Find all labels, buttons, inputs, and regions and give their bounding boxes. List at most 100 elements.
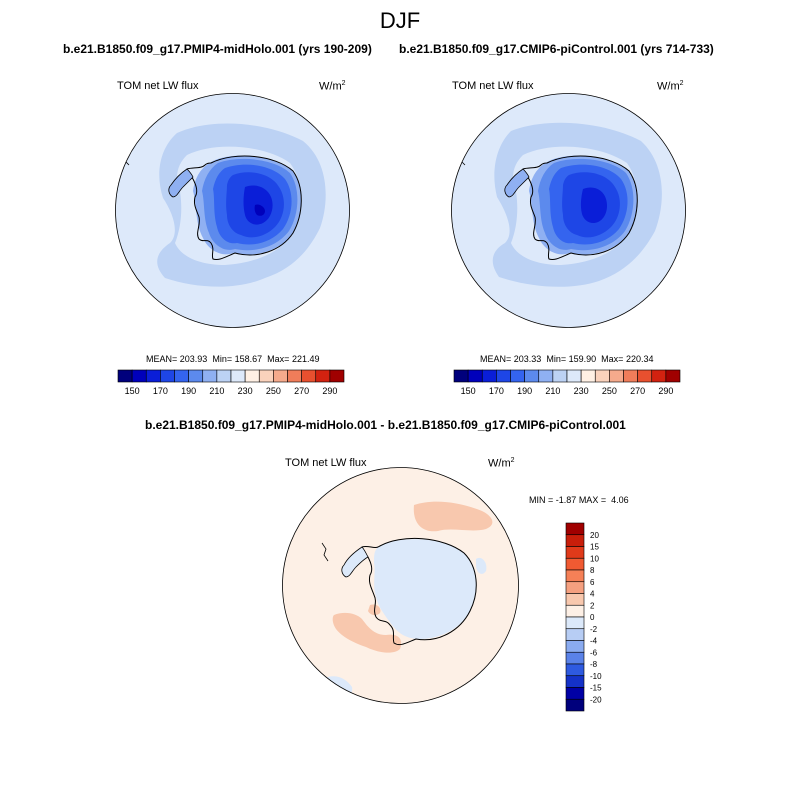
colorbar-box xyxy=(145,369,161,383)
panel-1-variable-label: TOM net LW flux xyxy=(117,80,199,92)
colorbar-box xyxy=(565,675,585,688)
colorbar-box xyxy=(565,593,585,606)
difference-units-label: W/m2 xyxy=(488,457,515,470)
colorbar-tick-label: 15 xyxy=(590,543,599,552)
south-america-tip xyxy=(321,542,329,562)
colorbar-box xyxy=(244,369,260,383)
panel-2-stats: MEAN= 203.33 Min= 159.90 Max= 220.34 xyxy=(480,354,654,364)
colorbar-tick-label: -8 xyxy=(590,660,598,669)
colorbar-tick-label: -20 xyxy=(590,695,602,704)
colorbar-tick-label: 170 xyxy=(489,386,504,396)
map-border xyxy=(451,93,686,328)
colorbar-box xyxy=(565,581,585,594)
colorbar-tick-label: 2 xyxy=(590,601,595,610)
negative-anomaly-patch xyxy=(476,557,487,574)
colorbar-tick-label: 150 xyxy=(461,386,476,396)
colorbar-box xyxy=(565,651,585,665)
colorbar-box xyxy=(565,663,585,677)
map-border xyxy=(282,467,519,704)
colorbar-box xyxy=(565,698,585,712)
colorbar-box xyxy=(565,546,585,559)
colorbar-box xyxy=(216,369,232,383)
colorbar-tick-label: -2 xyxy=(590,625,598,634)
colorbar-tick-label: 170 xyxy=(153,386,168,396)
colorbar-box xyxy=(637,369,653,383)
colorbar-box xyxy=(552,369,568,383)
colorbar-box xyxy=(273,369,288,383)
colorbar-box xyxy=(453,369,469,383)
colorbar-tick-label: 190 xyxy=(517,386,532,396)
colorbar-tick-label: -4 xyxy=(590,637,598,646)
colorbar-box xyxy=(565,522,585,536)
colorbar-tick-label: 290 xyxy=(322,386,337,396)
colorbar-box xyxy=(538,369,554,383)
panel-2-colorbar: 150 170 190 210 230 250 270 290 xyxy=(453,369,681,396)
panel-1-units-label: W/m2 xyxy=(319,80,346,93)
difference-map xyxy=(282,467,519,704)
colorbar-box xyxy=(496,369,511,383)
colorbar-box xyxy=(188,369,204,383)
colorbar-tick-label: 190 xyxy=(181,386,196,396)
colorbar-box xyxy=(580,369,596,383)
colorbar-tick-label: 250 xyxy=(266,386,281,396)
colorbar-tick-label: -6 xyxy=(590,648,598,657)
colorbar-box xyxy=(174,369,189,383)
colorbar-tick-label: 250 xyxy=(602,386,617,396)
colorbar-tick-label: 20 xyxy=(590,531,599,540)
colorbar-tick-label: 0 xyxy=(590,613,595,622)
difference-title: b.e21.B1850.f09_g17.PMIP4-midHolo.001 - … xyxy=(145,418,626,432)
colorbar-box xyxy=(565,640,585,653)
colorbar-tick-label: 270 xyxy=(294,386,309,396)
panel-1-colorbar: 150 170 190 210 230 250 270 290 xyxy=(117,369,345,396)
colorbar-box xyxy=(565,534,585,547)
antarctic-peninsula xyxy=(341,546,369,578)
colorbar-box xyxy=(565,687,585,700)
panel-2-variable-label: TOM net LW flux xyxy=(452,80,534,92)
colorbar-box xyxy=(287,369,302,383)
colorbar-tick-label: -15 xyxy=(590,684,602,693)
colorbar-tick-label: 230 xyxy=(238,386,253,396)
positive-anomaly-patch xyxy=(332,612,402,653)
panel-1-stats: MEAN= 203.93 Min= 158.67 Max= 221.49 xyxy=(146,354,320,364)
panel-2-units-label: W/m2 xyxy=(657,80,684,93)
colorbar-tick-label: 4 xyxy=(590,590,595,599)
colorbar-box xyxy=(131,369,147,383)
colorbar-box xyxy=(609,369,624,383)
negative-anomaly-patch xyxy=(374,539,477,639)
colorbar-tick-label: 290 xyxy=(658,386,673,396)
colorbar-tick-label: 270 xyxy=(630,386,645,396)
antarctica-shade xyxy=(580,187,608,224)
colorbar-tick-label: 10 xyxy=(590,554,599,563)
panel-2-case-title: b.e21.B1850.f09_g17.CMIP6-piControl.001 … xyxy=(399,42,714,56)
colorbar-box xyxy=(160,369,175,383)
colorbar-tick-label: 230 xyxy=(574,386,589,396)
colorbar-tick-label: 210 xyxy=(209,386,224,396)
colorbar-box xyxy=(301,369,317,383)
positive-anomaly-patch xyxy=(413,501,493,532)
colorbar-tick-label: -10 xyxy=(590,672,602,681)
colorbar-box xyxy=(524,369,540,383)
colorbar-box xyxy=(565,616,585,630)
colorbar-box xyxy=(315,369,331,383)
antarctica-shade xyxy=(254,204,265,216)
colorbar-box xyxy=(565,569,585,583)
colorbar-box xyxy=(594,369,610,383)
colorbar-box xyxy=(565,557,585,571)
difference-variable-label: TOM net LW flux xyxy=(285,457,367,469)
colorbar-box xyxy=(329,369,345,383)
antarctic-peninsula xyxy=(504,168,530,198)
colorbar-box xyxy=(510,369,525,383)
map-border xyxy=(115,93,350,328)
colorbar-box xyxy=(467,369,483,383)
colorbar-box xyxy=(230,369,246,383)
colorbar-box xyxy=(481,369,497,383)
colorbar-box xyxy=(665,369,681,383)
colorbar-box xyxy=(202,369,218,383)
colorbar-tick-label: 8 xyxy=(590,566,595,575)
colorbar-tick-label: 210 xyxy=(545,386,560,396)
colorbar-tick-label: 6 xyxy=(590,578,595,587)
difference-min-max: MIN = -1.87 MAX = 4.06 xyxy=(529,495,629,505)
colorbar-box xyxy=(258,369,274,383)
colorbar-box xyxy=(623,369,638,383)
